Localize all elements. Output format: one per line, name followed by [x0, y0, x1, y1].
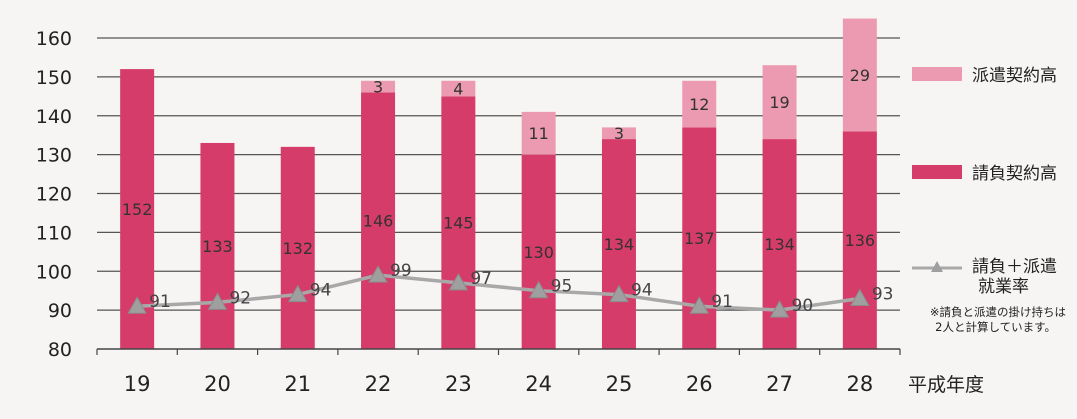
x-tick-label: 20 [204, 372, 231, 396]
line-point-marker [448, 272, 469, 291]
x-tick-label: 26 [686, 372, 713, 396]
x-tick-label: 27 [766, 372, 793, 396]
y-tick-label: 100 [36, 261, 72, 283]
legend-label-rate: 請負＋派遣就業率 [972, 257, 1057, 297]
bar-value-label-haken: 19 [769, 93, 789, 112]
bar-ukeoi [521, 154, 556, 349]
x-tick-label: 24 [525, 372, 552, 396]
x-tick-label: 22 [365, 372, 392, 396]
line-value-label: 94 [310, 281, 332, 301]
line-value-label: 93 [872, 284, 894, 304]
line-point-marker [609, 284, 629, 303]
bar-ukeoi [361, 92, 396, 350]
line-point-marker [127, 296, 148, 314]
x-tick-label: 21 [284, 372, 311, 396]
bar-value-label-ukeoi: 134 [604, 235, 635, 254]
line-value-label: 97 [470, 269, 492, 289]
line-value-label: 90 [792, 296, 814, 316]
bar-haken [441, 80, 476, 97]
legend-label-ukeoi: 請負契約高 [972, 164, 1057, 184]
bar-ukeoi [842, 131, 877, 349]
bar-value-label-ukeoi: 136 [845, 231, 876, 250]
bar-value-label-haken: 29 [850, 66, 870, 85]
line-value-label: 92 [229, 288, 251, 308]
line-value-label: 99 [390, 261, 412, 281]
bar-haken [762, 65, 797, 140]
bar-haken [842, 18, 877, 132]
footnote: ※請負と派遣の掛け持ちは 2人と計算しています。 [930, 305, 1066, 334]
y-tick-label: 90 [48, 300, 72, 322]
bar-value-label-ukeoi: 133 [202, 237, 233, 256]
bar-value-label-ukeoi: 130 [523, 243, 554, 262]
x-tick-label: 19 [124, 372, 151, 396]
x-tick-label: 28 [846, 372, 873, 396]
bar-ukeoi [601, 139, 636, 349]
line-point-marker [368, 265, 388, 283]
line-point-marker [769, 300, 790, 318]
bar-value-label-ukeoi: 134 [764, 235, 795, 254]
legend-label-haken: 派遣契約高 [972, 66, 1057, 86]
line-point-marker [849, 288, 870, 306]
y-tick-label: 160 [36, 28, 72, 50]
bar-value-label-haken: 12 [689, 95, 709, 114]
y-tick-label: 80 [48, 339, 72, 361]
line-value-label: 95 [551, 277, 573, 297]
bar-value-label-ukeoi: 132 [282, 239, 313, 258]
line-value-label: 91 [149, 292, 171, 312]
bar-value-label-haken: 11 [528, 124, 548, 143]
bar-value-label-haken: 4 [453, 80, 463, 99]
bar-value-label-haken: 3 [373, 78, 383, 97]
bar-value-label-ukeoi: 145 [443, 214, 474, 233]
bar-ukeoi [280, 146, 315, 349]
bar-value-label-haken: 3 [614, 124, 624, 143]
legend-swatch-ukeoi [912, 165, 962, 179]
x-unit-label: 平成年度 [908, 374, 984, 396]
line-point-marker [689, 296, 710, 314]
line-value-label: 91 [711, 292, 733, 312]
y-tick-label: 150 [36, 67, 72, 89]
y-tick-label: 110 [36, 222, 72, 244]
bar-haken [601, 127, 636, 140]
bar-value-label-ukeoi: 146 [363, 212, 394, 231]
y-tick-label: 120 [36, 184, 72, 206]
bar-value-label-ukeoi: 152 [122, 200, 153, 219]
y-tick-label: 130 [36, 145, 72, 167]
line-point-marker [528, 280, 549, 299]
x-tick-label: 23 [445, 372, 472, 396]
line-rate [137, 273, 861, 312]
bar-ukeoi [200, 142, 235, 349]
bar-haken [521, 111, 556, 155]
x-tick-label: 25 [606, 372, 633, 396]
line-value-label: 94 [631, 281, 653, 301]
y-tick-label: 140 [36, 106, 72, 128]
bar-ukeoi [441, 96, 476, 349]
line-point-marker [287, 284, 308, 303]
bar-haken [361, 80, 396, 93]
bar-value-label-ukeoi: 137 [684, 229, 715, 248]
legend-marker-rate [931, 261, 943, 272]
legend-swatch-haken [912, 67, 962, 81]
line-point-marker [207, 292, 228, 310]
bar-haken [682, 80, 717, 128]
